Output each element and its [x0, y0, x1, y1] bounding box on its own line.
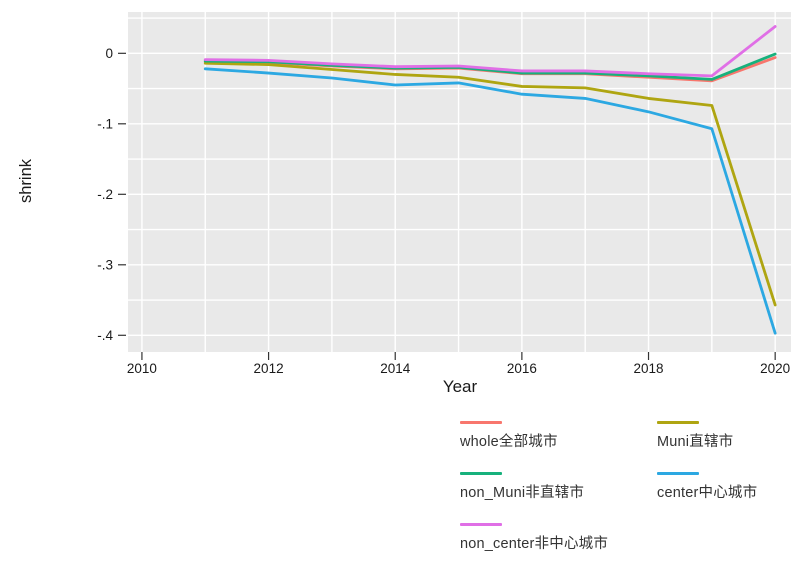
x-axis-title: Year	[443, 377, 478, 396]
series-line-non_center	[203, 25, 777, 78]
legend-line-swatch	[460, 523, 502, 526]
y-tick-label: -.3	[97, 257, 113, 272]
legend-line-swatch	[657, 472, 699, 475]
x-tick-label: 2010	[127, 361, 157, 376]
legend-item-whole: whole全部城市	[460, 421, 655, 451]
x-tick-label: 2014	[380, 361, 411, 376]
legend-line-swatch	[460, 421, 502, 424]
line-chart: 2010 2012 2014 2016 2018 2020 0 -.1 -.2 -.3 -.4 sh…	[17, 12, 791, 396]
legend-item-non-center: non_center非中心城市	[460, 523, 655, 553]
x-tick-label: 2016	[507, 361, 537, 376]
legend: whole全部城市 Muni直辖市 non_Muni非直辖市 center中心城…	[0, 0, 800, 552]
legend-line-swatch	[460, 472, 502, 475]
legend-line-swatch	[657, 421, 699, 424]
legend-label: non_Muni非直辖市	[460, 485, 585, 501]
legend-label: center中心城市	[657, 485, 758, 501]
series-line-non_Muni	[203, 52, 777, 81]
legend-label: Muni直辖市	[657, 434, 734, 450]
y-tick-label: -.1	[97, 116, 113, 131]
legend-label: whole全部城市	[460, 434, 558, 450]
y-tick-label: 0	[105, 46, 113, 61]
x-tick-label: 2012	[254, 361, 284, 376]
series-line-Muni	[203, 61, 777, 307]
y-axis-title: shrink	[17, 158, 35, 203]
x-tick-label: 2020	[760, 361, 790, 376]
y-tick-label: -.4	[97, 328, 113, 343]
legend-item-muni: Muni直辖市	[657, 421, 800, 451]
legend-label: non_center非中心城市	[460, 536, 609, 552]
x-tick-label: 2018	[633, 361, 663, 376]
legend-item-center: center中心城市	[657, 472, 800, 502]
legend-item-non-muni: non_Muni非直辖市	[460, 472, 655, 502]
series-line-center	[203, 67, 777, 335]
y-tick-label: -.2	[97, 187, 113, 202]
